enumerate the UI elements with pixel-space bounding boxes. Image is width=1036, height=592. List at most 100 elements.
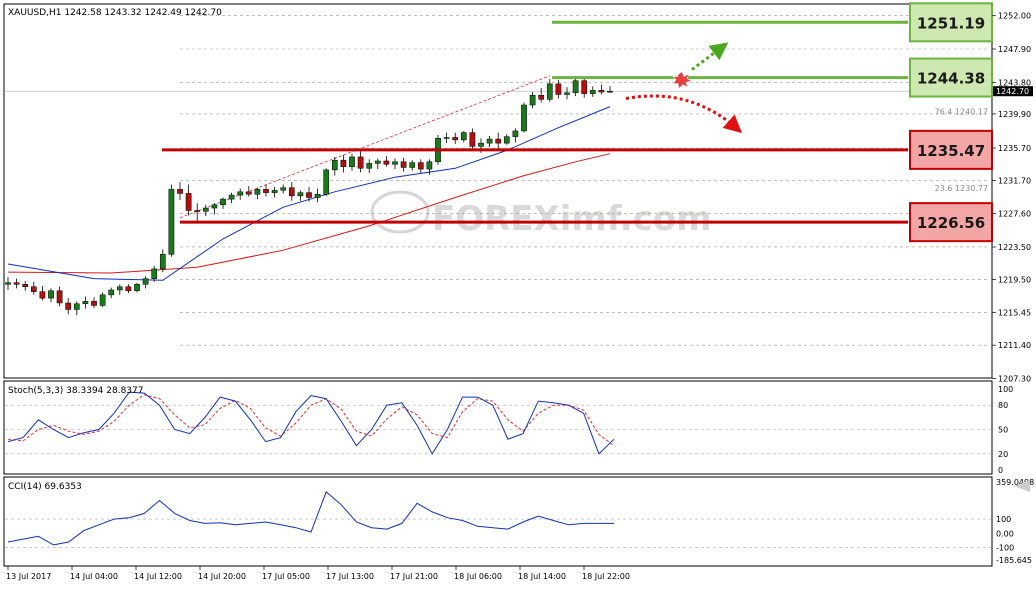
time-axis-label: 14 Jul 12:00 — [134, 572, 182, 581]
candle-body — [529, 95, 536, 106]
bearish-arrow-icon — [625, 94, 743, 134]
candle-body — [383, 160, 390, 165]
time-axis-label: 14 Jul 04:00 — [70, 572, 118, 581]
watermark-logo — [370, 190, 430, 234]
level-label: 1251.19 — [917, 14, 985, 32]
candle-body — [39, 291, 46, 299]
candle-body — [82, 301, 89, 305]
candle-body — [460, 132, 467, 141]
price-axis-label: 1211.40 — [998, 341, 1031, 350]
time-axis-label: 18 Jul 14:00 — [518, 572, 566, 581]
price-axis-label: 1219.50 — [998, 275, 1031, 284]
candle-body — [30, 286, 37, 292]
candle-body — [314, 193, 321, 198]
price-axis-label: 1247.90 — [998, 45, 1031, 54]
watermark-text: FOREXimf.com — [432, 199, 712, 239]
level-label: 1244.38 — [917, 70, 985, 88]
candle-body — [331, 159, 338, 171]
ma-slow-line — [7, 153, 611, 274]
time-axis-label: 18 Jul 22:00 — [582, 572, 630, 581]
time-axis-label: 13 Jul 2017 — [6, 572, 51, 581]
candle-body — [151, 268, 158, 279]
candle-body — [512, 130, 519, 137]
candle-body — [495, 138, 502, 144]
stoch-axis-label: 80 — [998, 401, 1008, 410]
stoch-main-line — [7, 391, 615, 455]
candle-body — [607, 90, 613, 93]
cci-label: CCI(14) 69.6353 — [8, 482, 82, 492]
candle-body — [48, 290, 54, 299]
candle-body — [220, 198, 226, 206]
candle-body — [572, 80, 579, 94]
candle-body — [271, 189, 278, 193]
stoch-axis-label: 50 — [998, 426, 1008, 435]
price-axis-label: 1231.70 — [998, 176, 1031, 185]
candle-body — [417, 162, 424, 170]
fibo-label: 76.4 1240.17 — [935, 108, 988, 117]
candle-body — [22, 284, 29, 287]
stoch-panel[interactable] — [3, 380, 993, 475]
cci-panel[interactable] — [3, 476, 993, 567]
cci-axis-label: -100 — [996, 544, 1014, 553]
main-panel[interactable] — [3, 3, 993, 379]
candle-body — [142, 278, 149, 285]
candle-body — [116, 286, 123, 291]
candle-body — [194, 210, 201, 212]
candle-body — [134, 284, 140, 292]
candle-body — [555, 83, 562, 95]
level-box[interactable] — [909, 129, 993, 170]
candle-body — [91, 301, 97, 306]
level-box[interactable] — [909, 202, 993, 243]
candle-body — [13, 282, 20, 285]
stoch-axis-label: 20 — [998, 450, 1008, 459]
stoch-axis-label: 100 — [998, 385, 1013, 394]
candle-body — [125, 286, 132, 292]
stoch-signal-line — [7, 394, 615, 447]
candle-body — [392, 161, 398, 165]
scroll-arrow-icon[interactable] — [1014, 480, 1030, 492]
price-axis-label: 1239.90 — [998, 110, 1031, 119]
candle-body — [469, 132, 476, 147]
candle-body — [323, 169, 330, 195]
ma-fast-line — [7, 106, 611, 281]
current-price-label: 1242.70 — [996, 87, 1029, 96]
candle-body — [546, 83, 553, 100]
candle-body — [280, 187, 287, 191]
candle-body — [564, 92, 570, 95]
candle-body — [211, 204, 218, 209]
breakout-star-icon — [672, 71, 693, 90]
price-axis-label: 1227.60 — [998, 210, 1031, 219]
cci-axis-label: 0.00 — [996, 529, 1014, 538]
candle-body — [478, 142, 484, 147]
candle-body — [409, 162, 416, 168]
candle-body — [168, 189, 175, 255]
candle-body — [521, 104, 527, 132]
price-axis-label: 1207.30 — [998, 374, 1031, 383]
candle-body — [202, 207, 209, 212]
price-axis-label: 1215.45 — [998, 308, 1031, 317]
price-axis-label: 1223.50 — [998, 243, 1031, 252]
candle-body — [56, 290, 63, 304]
level-box[interactable] — [909, 57, 993, 98]
candle-body — [237, 191, 244, 196]
watermark: FOREXimf.com — [370, 190, 712, 239]
candle-body — [73, 303, 80, 310]
candle-body — [503, 136, 510, 144]
candle-body — [254, 189, 261, 195]
candle-body — [443, 137, 450, 139]
level-box[interactable] — [909, 2, 993, 43]
candle-body — [538, 95, 545, 100]
cci-axis-label: 359.0498 — [996, 478, 1034, 487]
cci-axis-label: 100 — [996, 515, 1011, 524]
chart-header: XAUUSD,H1 1242.58 1243.32 1242.49 1242.7… — [8, 8, 222, 18]
stoch-axis-label: 0 — [998, 466, 1003, 475]
candle-body — [5, 282, 11, 285]
candle-body — [245, 191, 252, 195]
time-axis-label: 14 Jul 20:00 — [198, 572, 246, 581]
candle-body — [288, 187, 295, 197]
candle-body — [400, 161, 407, 168]
time-axis-label: 17 Jul 21:00 — [390, 572, 438, 581]
candle-body — [263, 189, 269, 193]
